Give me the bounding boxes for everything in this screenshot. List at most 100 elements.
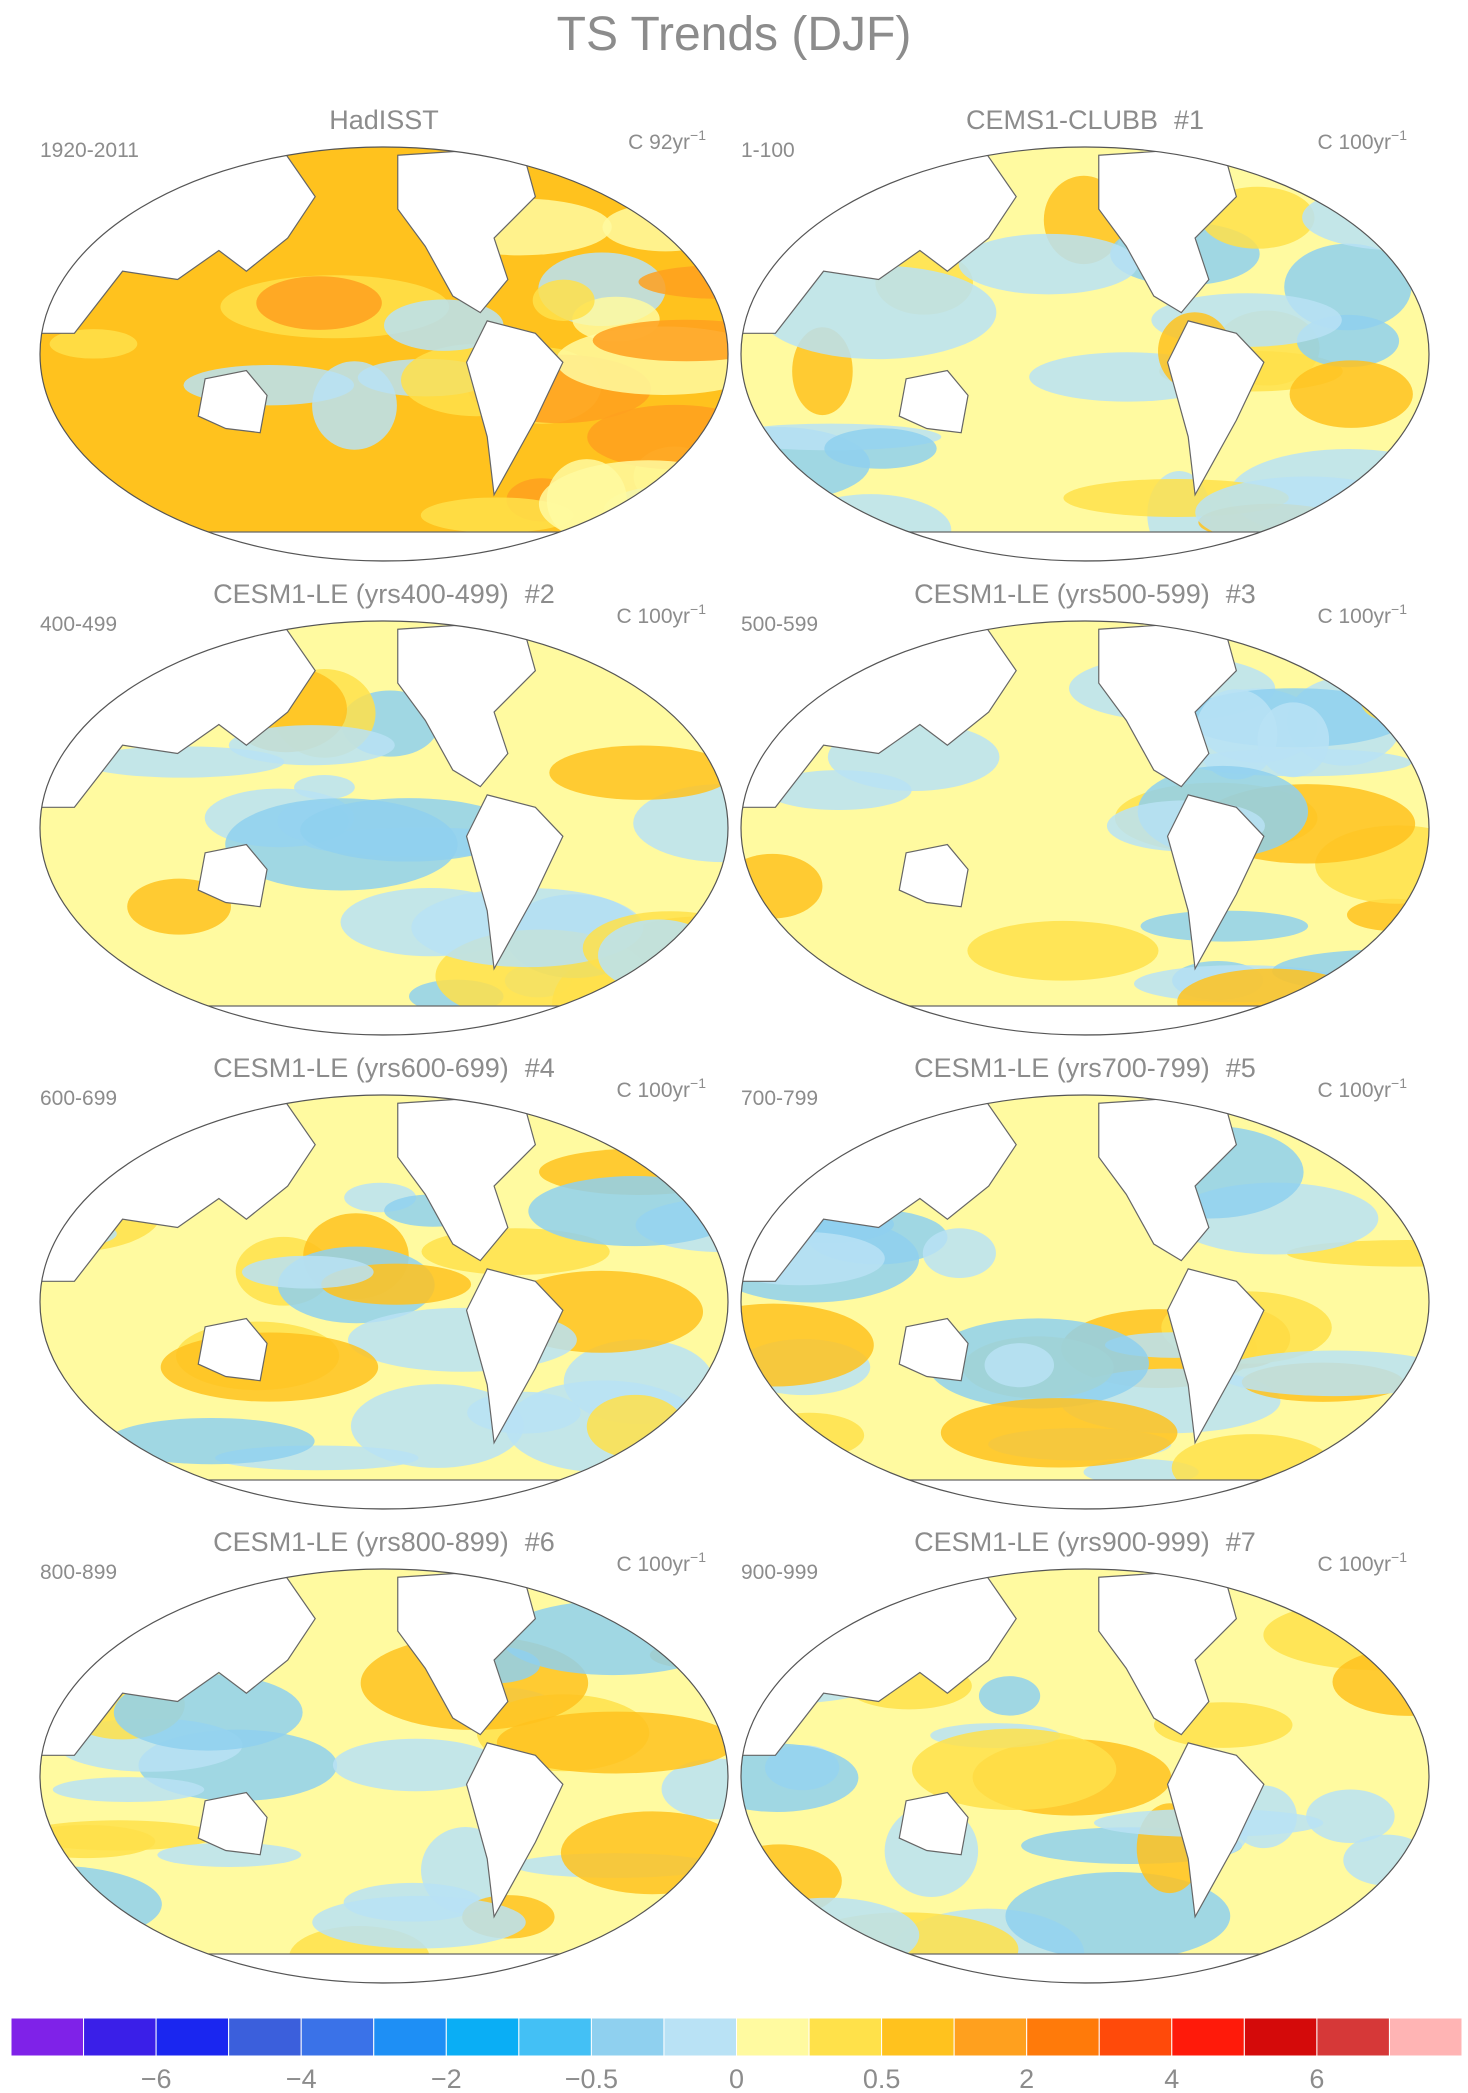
map-field: [741, 621, 1429, 1035]
units-label: C 100yr−1: [1318, 1075, 1408, 1102]
anomaly-region: [532, 279, 595, 322]
landmass: [40, 531, 728, 561]
units-sup: −1: [1391, 1075, 1407, 1091]
landmass: [40, 1005, 728, 1035]
landmass: [465, 320, 564, 497]
anomaly-region: [560, 1811, 728, 1895]
map-outline: [740, 146, 1430, 562]
anomaly-region: [312, 1895, 526, 1949]
panel-number: #7: [1226, 1527, 1256, 1557]
map-outline: [740, 620, 1430, 1036]
units-sup: −1: [1391, 1549, 1407, 1565]
landmass: [40, 1479, 728, 1509]
colorbar-label: 6: [1309, 2064, 1324, 2093]
panel-name: CESM1-LE (yrs600-699): [213, 1053, 509, 1083]
map-panel: CEMS1-CLUBB #1 1-100 C 100yr−1: [740, 105, 1430, 562]
units-label: C 100yr−1: [1318, 1549, 1408, 1576]
landmass: [1166, 320, 1265, 497]
landmass: [898, 843, 969, 908]
units-text: C 100yr: [1318, 1553, 1392, 1576]
units-label: C 92yr−1: [628, 127, 706, 154]
units-text: C 92yr: [628, 131, 690, 154]
anomaly-region: [108, 1417, 315, 1465]
landmass: [397, 147, 537, 314]
panel-title: CESM1-LE (yrs400-499) #2: [213, 579, 555, 609]
anomaly-region: [538, 460, 728, 548]
period-label: 1-100: [741, 139, 795, 162]
colorbar-box: [1388, 2017, 1463, 2057]
anomaly-region: [1005, 1872, 1231, 1961]
panel-title: CESM1-LE (yrs700-799) #5: [914, 1053, 1256, 1083]
colorbar-box: [808, 2017, 883, 2057]
anomaly-region: [1286, 1240, 1429, 1267]
panel-number: #2: [525, 579, 555, 609]
landmass: [898, 1317, 969, 1382]
colorbar-box: [953, 2017, 1028, 2057]
anomaly-region: [496, 1711, 728, 1774]
units-sup: −1: [690, 1549, 706, 1565]
colorbar-label: 2: [1019, 2064, 1034, 2093]
colorbar-label: −0.5: [565, 2064, 618, 2093]
map-field: [40, 621, 728, 1035]
panel-title: HadISST: [329, 105, 439, 135]
panel-title: CESM1-LE (yrs900-999) #7: [914, 1527, 1256, 1557]
panel-number: #3: [1226, 579, 1256, 609]
colorbar-box: [1316, 2017, 1390, 2057]
panel-name: CEMS1-CLUBB: [966, 105, 1158, 135]
colorbar-box: [663, 2017, 738, 2057]
units-sup: −1: [690, 127, 706, 143]
anomaly-region: [228, 725, 395, 766]
panel-name: HadISST: [329, 105, 439, 135]
colorbar-box: [83, 2017, 157, 2057]
anomaly-region: [741, 1415, 801, 1456]
anomaly-region: [940, 1398, 1178, 1468]
units-text: C 100yr: [617, 1553, 691, 1576]
colorbar-box: [373, 2017, 447, 2057]
map-panel: HadISST 1920-2011 C 92yr−1: [39, 105, 729, 562]
anomaly-region: [661, 1758, 728, 1820]
period-label: 600-699: [40, 1087, 117, 1110]
anomaly-region: [1140, 910, 1309, 942]
colorbar-box: [445, 2017, 520, 2057]
anomaly-region: [40, 1824, 156, 1859]
map-outline: [39, 1568, 729, 1984]
map-field: [741, 147, 1429, 561]
anomaly-region: [633, 783, 728, 863]
anomaly-region: [1306, 1789, 1395, 1843]
anomaly-region: [741, 1743, 859, 1812]
landmass: [197, 843, 268, 908]
anomaly-region: [300, 798, 518, 862]
landmass: [1166, 794, 1265, 971]
colorbar-box: [1243, 2017, 1318, 2057]
anomaly-region: [40, 494, 97, 534]
landmass: [1098, 1095, 1238, 1262]
landmass: [465, 1268, 564, 1445]
colorbar-box: [1026, 2017, 1100, 2057]
anomaly-region: [912, 1728, 1117, 1811]
anomaly-region: [984, 1343, 1055, 1388]
landmass: [197, 369, 268, 434]
anomaly-region: [241, 1255, 374, 1289]
landmass: [40, 1953, 728, 1983]
map-panel: CESM1-LE (yrs700-799) #5 700-799 C 100yr−1: [740, 1053, 1430, 1510]
landmass: [898, 369, 969, 434]
anomaly-region: [1360, 680, 1429, 723]
panel-name: CESM1-LE (yrs800-899): [213, 1527, 509, 1557]
anomaly-region: [528, 1176, 728, 1247]
panel-title: CESM1-LE (yrs600-699) #4: [213, 1053, 555, 1083]
anomaly-region: [332, 1738, 500, 1792]
anomaly-region: [160, 1332, 379, 1402]
anomaly-region: [1257, 702, 1330, 778]
anomaly-region: [312, 361, 397, 450]
landmass: [1098, 621, 1238, 788]
anomaly-region: [967, 920, 1159, 981]
anomaly-region: [824, 428, 937, 469]
landmass: [898, 1791, 969, 1856]
landmass: [397, 621, 537, 788]
map-panel: CESM1-LE (yrs400-499) #2 400-499 C 100yr−1: [39, 579, 729, 1036]
colorbar-label: 0: [729, 2064, 744, 2093]
map-field: [40, 1095, 728, 1509]
anomaly-region: [1289, 360, 1413, 428]
landmass: [741, 1953, 1429, 1983]
